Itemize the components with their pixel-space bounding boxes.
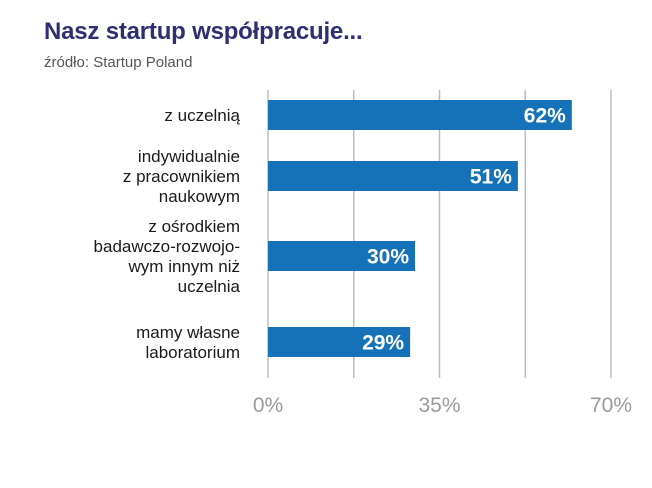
x-tick-label-0: 0% xyxy=(253,394,283,417)
x-tick-label-2: 70% xyxy=(590,394,632,417)
value-label-0: 62% xyxy=(524,105,566,128)
value-label-1: 51% xyxy=(470,166,512,189)
value-label-2: 30% xyxy=(367,246,409,269)
category-label-1: indywidualnie z pracownikiem naukowym xyxy=(123,147,240,206)
x-tick-layer: 0% 35% 70% xyxy=(253,394,632,417)
category-label-0: z uczelnią xyxy=(164,106,240,125)
category-label-layer: z uczelnią indywidualnie z pracownikiem nau… xyxy=(94,106,241,362)
x-tick-label-1: 35% xyxy=(418,394,460,417)
bar-0 xyxy=(268,100,572,130)
bar-layer: 62% 51% 30% 29% xyxy=(268,100,572,357)
bar-1 xyxy=(268,161,518,191)
bar-2 xyxy=(268,241,415,271)
chart-subtitle: źródło: Startup Poland xyxy=(44,54,193,71)
chart-title: Nasz startup współpracuje... xyxy=(44,18,363,45)
category-label-3: mamy własne laboratorium xyxy=(136,323,240,362)
value-label-3: 29% xyxy=(362,332,404,355)
category-label-2: z ośrodkiem badawczo-rozwojo-wym innym ni… xyxy=(94,217,241,296)
bar-3 xyxy=(268,327,411,357)
